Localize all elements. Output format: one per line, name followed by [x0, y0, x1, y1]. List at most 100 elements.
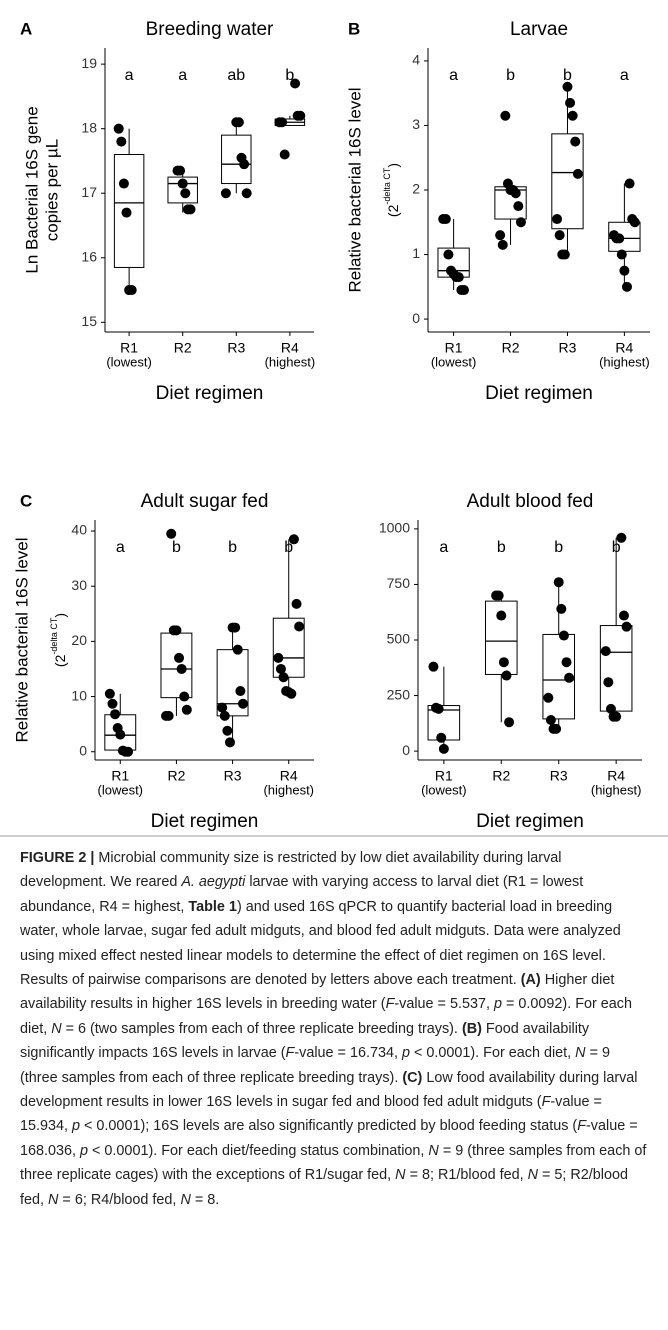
- data-point: [294, 621, 305, 632]
- data-point: [163, 710, 174, 721]
- data-point: [166, 528, 177, 539]
- data-point: [496, 610, 507, 621]
- caption-run: = 0.0092). For each diet,: [20, 996, 632, 1037]
- data-point: [616, 532, 627, 543]
- caption-run: N: [48, 1191, 59, 1208]
- data-point: [543, 692, 554, 703]
- caption-run: A. aegypti: [181, 874, 246, 891]
- panel-label: A: [20, 19, 32, 38]
- data-point: [621, 621, 632, 632]
- box: [167, 176, 198, 204]
- x-tick-note: (lowest): [106, 354, 152, 369]
- data-point: [440, 214, 451, 225]
- y-tick-label: 30: [71, 577, 87, 593]
- caption-run: = 9 (three samples from each of three re…: [20, 1142, 647, 1184]
- y-tick-label: 15: [81, 313, 97, 329]
- y-tick-label: 17: [81, 184, 97, 200]
- panel-label: B: [348, 19, 360, 38]
- caption-run: = 9 (three samples from each of three re…: [20, 1045, 610, 1086]
- y-tick-label: 18: [81, 119, 97, 135]
- y-tick-label: 20: [71, 632, 87, 648]
- letter: ab: [227, 67, 245, 84]
- x-tick-note: (lowest): [98, 782, 144, 797]
- data-point: [554, 230, 565, 241]
- data-point: [459, 285, 470, 296]
- caption-run: F: [285, 1045, 295, 1062]
- x-tick-label: R2: [174, 340, 192, 356]
- data-point: [115, 729, 126, 740]
- data-point: [273, 652, 284, 663]
- data-point: [498, 657, 509, 668]
- data-point: [501, 670, 512, 681]
- data-point: [278, 672, 289, 683]
- y-tick-label: 10: [71, 687, 87, 703]
- letter: b: [228, 539, 237, 556]
- data-point: [123, 746, 134, 757]
- data-point: [551, 723, 562, 734]
- letter: b: [563, 67, 572, 84]
- letter: b: [506, 67, 515, 84]
- letter: a: [116, 539, 125, 556]
- caption-run: Microbial community size is restricted b…: [20, 850, 562, 891]
- unit-base: (2: [52, 654, 68, 667]
- data-point: [438, 743, 449, 754]
- letter: a: [125, 67, 134, 84]
- caption-run: < 0.0001). For each diet/feeding status …: [88, 1142, 429, 1159]
- caption-run: = 8; R1/blood fed,: [405, 1167, 528, 1184]
- x-axis-label: Diet regimen: [156, 383, 264, 404]
- caption-run: larvae with varying access to larval die…: [20, 874, 584, 915]
- data-point: [510, 188, 521, 199]
- data-point: [558, 630, 569, 641]
- data-point: [181, 704, 192, 715]
- data-point: [113, 123, 124, 134]
- data-point: [232, 644, 243, 655]
- x-tick-note: (highest): [599, 354, 650, 369]
- x-tick-label: R3: [550, 768, 568, 784]
- x-tick-label: R2: [167, 768, 185, 784]
- data-point: [515, 217, 526, 228]
- caption-run: F: [385, 996, 395, 1013]
- unit-sup: -delta CT: [49, 617, 59, 655]
- data-point: [288, 534, 299, 545]
- data-point: [616, 249, 627, 260]
- data-point: [222, 725, 233, 736]
- x-tick-note: (lowest): [431, 354, 477, 369]
- data-point: [220, 188, 231, 199]
- data-point: [279, 149, 290, 160]
- y-tick-label: 500: [387, 631, 411, 647]
- x-tick-note: (lowest): [421, 782, 467, 797]
- data-point: [556, 603, 567, 614]
- data-point: [286, 688, 297, 699]
- caption-run: p: [80, 1142, 89, 1159]
- x-tick-label: R3: [224, 768, 242, 784]
- x-tick-label: R4: [615, 340, 633, 356]
- caption-run: N: [428, 1142, 439, 1159]
- y-axis-label: Relative bacterial 16S level: [12, 537, 31, 742]
- caption-run: = 6; R4/blood fed,: [58, 1191, 181, 1208]
- y-axis-label: Relative bacterial 16S level: [345, 87, 364, 292]
- x-tick-label: R3: [559, 340, 577, 356]
- caption-run: < 0.0001). For each diet,: [409, 1045, 576, 1062]
- unit-close: ): [52, 613, 68, 618]
- data-point: [561, 657, 572, 668]
- data-point: [565, 97, 576, 108]
- x-tick-label: R2: [492, 768, 510, 784]
- x-tick-note: (highest): [265, 354, 316, 369]
- data-point: [545, 715, 556, 725]
- panel-label: C: [20, 491, 32, 510]
- caption-run: p: [72, 1118, 81, 1135]
- y-tick-label: 1: [412, 245, 420, 261]
- letter: b: [172, 539, 181, 556]
- data-point: [572, 168, 583, 179]
- y-axis-unit: (2-delta CT): [49, 613, 67, 667]
- data-point: [453, 272, 464, 283]
- data-point: [497, 239, 508, 250]
- x-axis-label: Diet regimen: [476, 811, 584, 832]
- y-tick-label: 2: [412, 181, 420, 197]
- caption-run: -value = 5.537,: [394, 996, 494, 1013]
- unit-close: ): [385, 163, 401, 168]
- x-tick-label: R1: [445, 340, 463, 356]
- data-point: [174, 652, 185, 663]
- y-tick-label: 0: [402, 742, 410, 758]
- caption-run: = 6 (two samples from each of three repl…: [61, 1020, 462, 1037]
